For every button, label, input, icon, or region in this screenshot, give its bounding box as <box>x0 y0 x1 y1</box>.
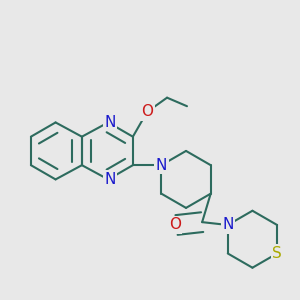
Text: N: N <box>104 172 116 187</box>
Text: O: O <box>169 218 181 232</box>
Text: O: O <box>141 104 153 119</box>
Text: N: N <box>222 218 233 232</box>
Text: S: S <box>272 246 282 261</box>
Text: N: N <box>156 158 167 173</box>
Text: N: N <box>104 115 116 130</box>
